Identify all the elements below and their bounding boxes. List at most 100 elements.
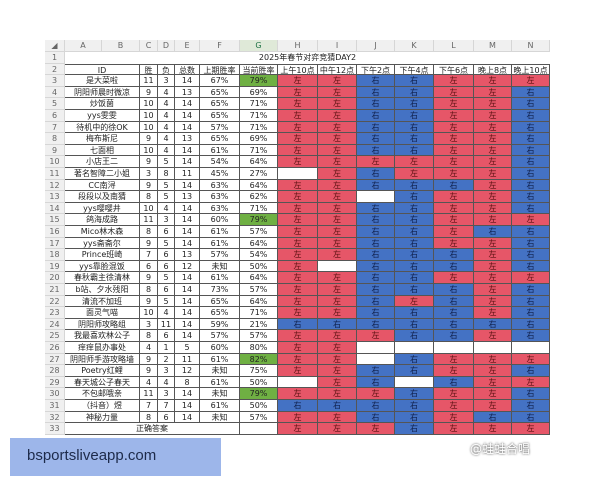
stat-cell[interactable]: 14 xyxy=(175,330,200,342)
pick-cell[interactable]: 右 xyxy=(357,295,395,308)
pick-cell[interactable]: 左 xyxy=(318,388,357,400)
pick-cell[interactable]: 左 xyxy=(278,330,318,342)
pick-cell[interactable]: 左 xyxy=(318,202,357,215)
pick-cell[interactable]: 左 xyxy=(434,144,474,157)
answer-pick-cell[interactable]: 左 xyxy=(434,423,474,435)
pick-cell[interactable]: 左 xyxy=(512,376,550,389)
pick-cell[interactable]: 左 xyxy=(278,144,318,157)
pick-cell[interactable]: 右 xyxy=(395,98,434,110)
current-winrate-cell[interactable]: 50% xyxy=(240,400,278,412)
pick-cell[interactable]: 右 xyxy=(512,144,550,157)
player-id-cell[interactable]: Prince班崎 xyxy=(65,249,140,261)
pick-cell[interactable]: 左 xyxy=(318,156,357,168)
pick-cell[interactable]: 左 xyxy=(318,376,357,389)
current-winrate-cell[interactable]: 71% xyxy=(240,307,278,319)
previous-winrate-cell[interactable]: 65% xyxy=(200,98,240,110)
current-winrate-cell[interactable]: 64% xyxy=(240,237,278,250)
stat-cell[interactable]: 10 xyxy=(140,307,158,319)
pick-cell[interactable]: 左 xyxy=(434,156,474,168)
row-header-6[interactable]: 6 xyxy=(45,110,65,122)
pick-cell[interactable]: 左 xyxy=(318,179,357,192)
answer-pick-cell[interactable]: 左 xyxy=(512,423,550,435)
player-id-cell[interactable]: 是大菜啦 xyxy=(65,75,140,87)
player-id-cell[interactable]: Poetry红鲤 xyxy=(65,365,140,377)
pick-cell[interactable] xyxy=(395,376,434,389)
pick-cell[interactable]: 左 xyxy=(278,307,318,319)
pick-cell[interactable]: 左 xyxy=(434,86,474,99)
stat-cell[interactable]: 9 xyxy=(140,237,158,250)
pick-cell[interactable]: 右 xyxy=(395,226,434,238)
row-header-5[interactable]: 5 xyxy=(45,98,65,110)
pick-cell[interactable]: 左 xyxy=(474,295,512,308)
stat-cell[interactable]: 9 xyxy=(140,365,158,377)
pick-cell[interactable]: 左 xyxy=(318,307,357,319)
stat-cell[interactable]: 5 xyxy=(158,191,175,203)
current-winrate-cell[interactable]: 71% xyxy=(240,121,278,134)
pick-cell[interactable]: 右 xyxy=(395,237,434,250)
row-header-26[interactable]: 26 xyxy=(45,342,65,354)
stat-cell[interactable]: 9 xyxy=(140,353,158,366)
pick-cell[interactable]: 左 xyxy=(278,202,318,215)
pick-cell[interactable]: 右 xyxy=(512,400,550,412)
player-id-cell[interactable]: 梅布斯尼 xyxy=(65,133,140,145)
row-header-16[interactable]: 16 xyxy=(45,226,65,238)
pick-cell[interactable]: 左 xyxy=(474,376,512,389)
pick-cell[interactable]: 左 xyxy=(474,110,512,122)
stat-cell[interactable]: 14 xyxy=(175,272,200,284)
pick-cell[interactable]: 右 xyxy=(357,121,395,134)
column-header-N[interactable]: N xyxy=(512,40,550,52)
pick-cell[interactable]: 左 xyxy=(474,365,512,377)
pick-cell[interactable]: 右 xyxy=(395,400,434,412)
pick-cell[interactable]: 右 xyxy=(357,179,395,192)
pick-cell[interactable]: 左 xyxy=(278,75,318,87)
pick-cell[interactable]: 右 xyxy=(512,411,550,424)
pick-cell[interactable]: 左 xyxy=(318,237,357,250)
pick-cell[interactable]: 左 xyxy=(278,342,318,354)
stat-cell[interactable]: 10 xyxy=(140,121,158,134)
row-header-28[interactable]: 28 xyxy=(45,365,65,377)
previous-winrate-cell[interactable]: 未知 xyxy=(200,260,240,273)
pick-cell[interactable]: 右 xyxy=(395,86,434,99)
pick-cell[interactable]: 右 xyxy=(357,318,395,331)
pick-cell[interactable]: 右 xyxy=(357,411,395,424)
player-id-cell[interactable]: 清流不加班 xyxy=(65,295,140,308)
current-winrate-cell[interactable]: 75% xyxy=(240,365,278,377)
pick-cell[interactable]: 左 xyxy=(434,191,474,203)
pick-cell[interactable] xyxy=(395,342,434,354)
stat-cell[interactable]: 10 xyxy=(140,98,158,110)
stat-cell[interactable]: 9 xyxy=(140,179,158,192)
pick-cell[interactable]: 左 xyxy=(278,295,318,308)
pick-cell[interactable]: 右 xyxy=(434,179,474,192)
row-header-14[interactable]: 14 xyxy=(45,202,65,215)
stat-cell[interactable]: 9 xyxy=(140,295,158,308)
previous-winrate-cell[interactable]: 57% xyxy=(200,121,240,134)
stat-cell[interactable]: 8 xyxy=(175,376,200,389)
pick-cell[interactable]: 左 xyxy=(434,133,474,145)
previous-winrate-cell[interactable]: 未知 xyxy=(200,388,240,400)
pick-cell[interactable] xyxy=(357,353,395,366)
row-header-30[interactable]: 30 xyxy=(45,388,65,400)
stat-cell[interactable]: 14 xyxy=(175,110,200,122)
pick-cell[interactable]: 右 xyxy=(278,400,318,412)
previous-winrate-cell[interactable]: 61% xyxy=(200,226,240,238)
pick-cell[interactable]: 右 xyxy=(512,237,550,250)
pick-cell[interactable]: 左 xyxy=(278,353,318,366)
player-id-cell[interactable]: 待机中的徐OK xyxy=(65,121,140,134)
column-header-D[interactable]: D xyxy=(158,40,175,52)
row-header-8[interactable]: 8 xyxy=(45,133,65,145)
previous-winrate-cell[interactable]: 61% xyxy=(200,353,240,366)
pick-cell[interactable]: 右 xyxy=(512,330,550,342)
player-id-cell[interactable]: CC南浔 xyxy=(65,179,140,192)
player-id-cell[interactable]: 我最喜欢林公子 xyxy=(65,330,140,342)
pick-cell[interactable]: 左 xyxy=(278,365,318,377)
pick-cell[interactable]: 右 xyxy=(512,202,550,215)
stat-cell[interactable]: 6 xyxy=(158,330,175,342)
stat-cell[interactable]: 13 xyxy=(175,86,200,99)
stat-cell[interactable]: 4 xyxy=(158,133,175,145)
stat-cell[interactable]: 11 xyxy=(140,75,158,87)
column-header-K[interactable]: K xyxy=(395,40,434,52)
pick-cell[interactable]: 左 xyxy=(395,168,434,180)
pick-cell[interactable]: 左 xyxy=(278,110,318,122)
stat-cell[interactable]: 3 xyxy=(158,75,175,87)
stat-cell[interactable]: 13 xyxy=(175,249,200,261)
